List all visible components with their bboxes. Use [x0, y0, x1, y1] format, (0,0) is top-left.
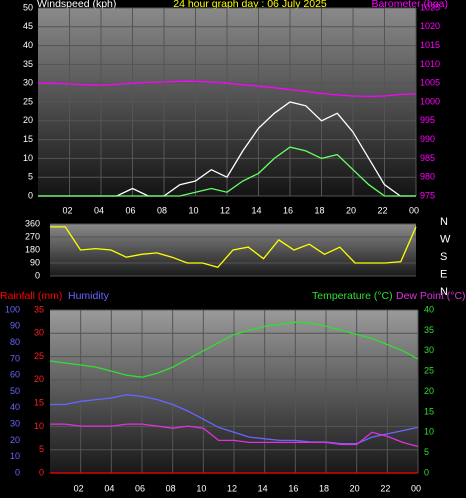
y3-tick-label: 20 [10, 435, 20, 445]
x-tick-label: 06 [135, 483, 145, 493]
y2-tick-label: 990 [420, 134, 435, 144]
y2-tick-label: 1025 [420, 2, 440, 12]
x-tick-label: 02 [74, 483, 84, 493]
y2-tick-label: 1005 [420, 78, 440, 88]
x-tick-label: 12 [227, 483, 237, 493]
y3-tick-label: 40 [10, 402, 20, 412]
x-tick-label: 10 [188, 205, 198, 215]
y-tick-label: 5 [28, 172, 33, 182]
legend-label: Rainfall (mm) [0, 290, 62, 302]
y-tick-label: 0 [28, 190, 33, 200]
legend-label: Humidity [68, 290, 110, 302]
y-tick-label: 40 [23, 40, 33, 50]
y3-tick-label: 90 [10, 321, 20, 331]
y-tick-label: 15 [34, 398, 44, 408]
y-tick-label: 35 [23, 59, 33, 69]
y-tick-label: 35 [34, 304, 44, 314]
y2-tick-label: 0 [424, 467, 429, 477]
y3-tick-label: 70 [10, 353, 20, 363]
y2-tick-label: 1000 [420, 96, 440, 106]
y-axis-label: Windspeed (kph) [37, 0, 116, 10]
x-tick-label: 00 [411, 483, 421, 493]
x-tick-label: 16 [283, 205, 293, 215]
y3-tick-label: 60 [10, 370, 20, 380]
y-tick-label: 25 [23, 96, 33, 106]
y-tick-label: 90 [30, 257, 40, 267]
y2-tick-label: 30 [424, 345, 434, 355]
x-tick-label: 04 [94, 205, 104, 215]
y-tick-label: 360 [25, 218, 40, 228]
series-line [50, 423, 419, 448]
y-tick-label: 30 [34, 328, 44, 338]
y-tick-label: 15 [23, 134, 33, 144]
series-line [38, 80, 417, 98]
y-tick-label: 180 [25, 244, 40, 254]
y3-tick-label: 10 [10, 451, 20, 461]
y3-tick-label: 0 [15, 467, 20, 477]
direction-label: N [440, 286, 448, 298]
x-tick-label: 20 [350, 483, 360, 493]
y-tick-label: 30 [23, 78, 33, 88]
y2-tick-label: 25 [424, 366, 434, 376]
y3-tick-label: 50 [10, 386, 20, 396]
y2-tick-label: 5 [424, 447, 429, 457]
x-tick-label: 22 [377, 205, 387, 215]
y2-tick-label: 15 [424, 406, 434, 416]
y-tick-label: 10 [23, 153, 33, 163]
direction-label: N [440, 216, 448, 228]
y-tick-label: 20 [23, 115, 33, 125]
y2-tick-label: 980 [420, 172, 435, 182]
y-tick-label: 5 [39, 444, 44, 454]
y-tick-label: 20 [34, 374, 44, 384]
y-tick-label: 45 [23, 21, 33, 31]
y-tick-label: 25 [34, 351, 44, 361]
y2-tick-label: 1020 [420, 21, 440, 31]
series-line [38, 146, 416, 197]
series-line [50, 226, 417, 269]
series-line [49, 321, 419, 378]
y-tick-label: 0 [39, 467, 44, 477]
x-tick-label: 02 [62, 205, 72, 215]
x-tick-label: 18 [314, 205, 324, 215]
x-tick-label: 22 [380, 483, 390, 493]
y2-tick-label: 995 [420, 115, 435, 125]
y3-tick-label: 30 [10, 418, 20, 428]
y2-axis-label: Barometer (hpa) [372, 0, 448, 10]
y-tick-label: 50 [23, 2, 33, 12]
direction-label: S [440, 251, 447, 263]
x-tick-label: 14 [251, 205, 261, 215]
x-tick-label: 00 [409, 205, 419, 215]
y2-tick-label: 20 [424, 386, 434, 396]
y2-tick-label: 10 [424, 427, 434, 437]
chart-title: 24 hour graph day : 06 July 2025 [173, 0, 327, 10]
y3-tick-label: 100 [5, 304, 20, 314]
y-tick-label: 270 [25, 231, 40, 241]
x-tick-label: 04 [104, 483, 114, 493]
x-tick-label: 08 [157, 205, 167, 215]
x-tick-label: 14 [258, 483, 268, 493]
y2-tick-label: 40 [424, 304, 434, 314]
y2-tick-label: 985 [420, 153, 435, 163]
x-tick-label: 12 [220, 205, 230, 215]
direction-label: E [440, 268, 447, 280]
x-tick-label: 08 [166, 483, 176, 493]
x-tick-label: 20 [346, 205, 356, 215]
y-tick-label: 10 [34, 421, 44, 431]
x-tick-label: 06 [125, 205, 135, 215]
x-tick-label: 16 [288, 483, 298, 493]
y2-tick-label: 975 [420, 190, 435, 200]
legend-label: Dew Point (°C) [396, 290, 466, 302]
y2-tick-label: 35 [424, 325, 434, 335]
direction-label: W [440, 233, 451, 245]
y-tick-label: 0 [35, 270, 40, 280]
y3-tick-label: 80 [10, 337, 20, 347]
x-tick-label: 18 [319, 483, 329, 493]
legend-label: Temperature (°C) [312, 290, 393, 302]
x-tick-label: 10 [196, 483, 206, 493]
y2-tick-label: 1015 [420, 40, 440, 50]
y2-tick-label: 1010 [420, 59, 440, 69]
